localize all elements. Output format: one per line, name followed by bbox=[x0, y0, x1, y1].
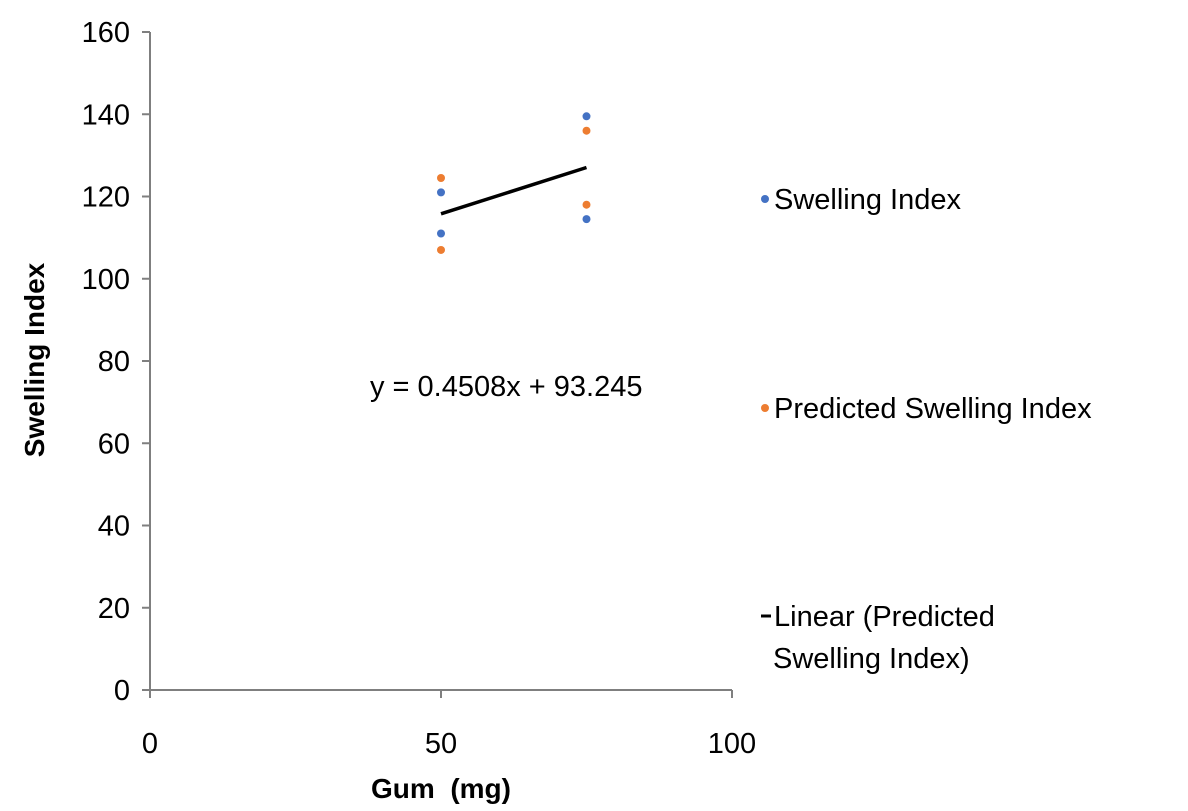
y-tick-label: 0 bbox=[114, 675, 130, 707]
data-point-series-2 bbox=[582, 126, 591, 135]
tick-labels: 0 20 40 60 80 100 120 140 160 0 50 100 bbox=[82, 17, 757, 760]
y-tick-label: 140 bbox=[82, 99, 130, 131]
trendline-equation: y = 0.4508x + 93.245 bbox=[370, 371, 643, 403]
y-tick-label: 120 bbox=[82, 182, 130, 214]
legend-label-trendline: Linear (Predicted bbox=[774, 601, 995, 633]
y-tick-label: 80 bbox=[98, 346, 130, 378]
legend-label-trendline: Swelling Index) bbox=[773, 643, 970, 675]
y-tick-label: 100 bbox=[82, 264, 130, 296]
data-point-series-2 bbox=[437, 245, 445, 254]
data-point-series-1 bbox=[582, 215, 591, 224]
y-tick-label: 60 bbox=[98, 428, 130, 460]
axes bbox=[142, 31, 733, 698]
y-tick-label: 40 bbox=[98, 511, 130, 543]
legend-marker-series-1 bbox=[761, 195, 769, 203]
data-point-series-1 bbox=[437, 188, 445, 197]
trendline-group bbox=[440, 165, 588, 216]
x-tick-label: 100 bbox=[708, 728, 756, 760]
data-points bbox=[437, 112, 591, 254]
legend-label-series-2: Predicted Swelling Index bbox=[774, 393, 1092, 425]
trendline bbox=[440, 165, 588, 216]
data-point-series-2 bbox=[437, 173, 445, 182]
data-point-series-1 bbox=[437, 229, 445, 238]
legend: Swelling Index Predicted Swelling Index Li… bbox=[761, 184, 1092, 675]
x-tick-label: 50 bbox=[425, 728, 457, 760]
y-tick-label: 20 bbox=[98, 593, 130, 625]
x-axis-title: Gum (mg) bbox=[371, 773, 511, 804]
legend-marker-series-2 bbox=[761, 404, 769, 412]
data-point-series-1 bbox=[582, 112, 591, 121]
data-point-series-2 bbox=[582, 200, 591, 209]
legend-label-series-1: Swelling Index bbox=[774, 184, 961, 216]
x-tick-label: 0 bbox=[142, 728, 158, 760]
y-tick-label: 160 bbox=[82, 17, 130, 49]
y-axis-title: Swelling Index bbox=[19, 262, 50, 457]
